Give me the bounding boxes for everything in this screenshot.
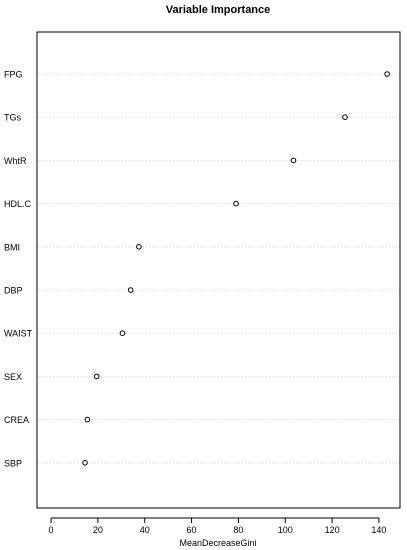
data-point bbox=[233, 200, 239, 207]
x-tick-label: 100 bbox=[278, 525, 293, 535]
category-labels: FPG TGs WhtR HDL.C BMI DBP WAIST SEX CREA SBP bbox=[4, 70, 33, 469]
data-point bbox=[93, 373, 100, 380]
plot-frame bbox=[36, 31, 401, 509]
chart-title: Variable Importance bbox=[166, 4, 271, 16]
data-point bbox=[119, 330, 126, 337]
category-label: TGs bbox=[4, 113, 21, 123]
x-axis: 0 20 40 60 80 100 120 140 bbox=[49, 517, 386, 535]
x-tick-label: 20 bbox=[93, 525, 103, 535]
category-label: BMI bbox=[4, 242, 20, 252]
x-tick-label: 120 bbox=[325, 525, 340, 535]
data-point bbox=[384, 71, 390, 77]
category-label: CREA bbox=[4, 415, 29, 425]
data-point bbox=[290, 157, 297, 164]
category-label: WhtR bbox=[4, 156, 27, 166]
x-tick-label: 0 bbox=[49, 525, 54, 535]
x-axis-label: MeanDecreaseGini bbox=[179, 538, 256, 548]
data-point bbox=[84, 416, 91, 423]
data-point bbox=[136, 244, 142, 250]
grid-lines bbox=[38, 73, 399, 464]
category-label: SBP bbox=[4, 458, 22, 468]
data-point bbox=[342, 114, 348, 120]
data-point bbox=[82, 460, 88, 466]
category-label: DBP bbox=[4, 286, 23, 296]
x-tick-label: 60 bbox=[187, 525, 197, 535]
x-tick-label: 80 bbox=[233, 525, 243, 535]
data-point bbox=[127, 287, 134, 293]
category-label: WAIST bbox=[4, 329, 33, 339]
data-points bbox=[82, 71, 390, 466]
x-tick-label: 40 bbox=[140, 525, 150, 535]
category-label: HDL.C bbox=[4, 199, 32, 209]
x-tick-label: 140 bbox=[371, 525, 386, 535]
category-label: SEX bbox=[4, 372, 22, 382]
category-label: FPG bbox=[4, 70, 23, 80]
